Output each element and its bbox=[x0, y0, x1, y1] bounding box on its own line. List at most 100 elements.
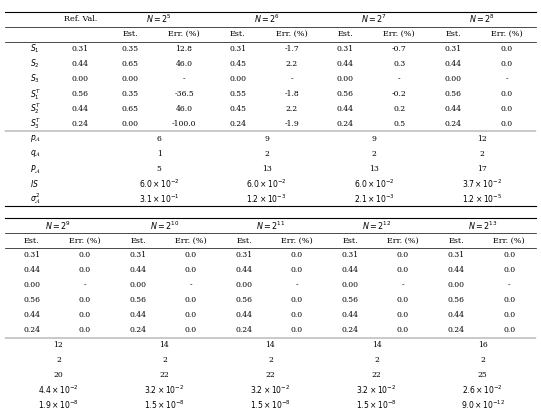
Text: 0.00: 0.00 bbox=[129, 281, 147, 290]
Text: $N = 2^5$: $N = 2^5$ bbox=[146, 13, 172, 25]
Text: 2: 2 bbox=[268, 356, 273, 364]
Text: 12.8: 12.8 bbox=[176, 45, 193, 53]
Text: $N = 2^{11}$: $N = 2^{11}$ bbox=[256, 219, 285, 232]
Text: 0.00: 0.00 bbox=[72, 75, 89, 83]
Text: $3.1 \times 10^{-1}$: $3.1 \times 10^{-1}$ bbox=[139, 193, 180, 205]
Text: 0.56: 0.56 bbox=[72, 90, 89, 98]
Text: -1.7: -1.7 bbox=[284, 45, 299, 53]
Text: 0.0: 0.0 bbox=[185, 311, 197, 319]
Text: 0.0: 0.0 bbox=[79, 266, 91, 274]
Text: 12: 12 bbox=[477, 135, 487, 143]
Text: $1.9 \times 10^{-8}$: $1.9 \times 10^{-8}$ bbox=[38, 399, 79, 409]
Text: 0.56: 0.56 bbox=[129, 297, 147, 304]
Text: 22: 22 bbox=[266, 371, 275, 379]
Text: 0.44: 0.44 bbox=[445, 60, 461, 68]
Text: 17: 17 bbox=[477, 165, 487, 173]
Text: $N = 2^{10}$: $N = 2^{10}$ bbox=[150, 219, 179, 232]
Text: 2: 2 bbox=[374, 356, 379, 364]
Text: 0.0: 0.0 bbox=[503, 297, 515, 304]
Text: -: - bbox=[398, 75, 400, 83]
Text: 46.0: 46.0 bbox=[176, 105, 193, 113]
Text: 0.0: 0.0 bbox=[291, 326, 303, 334]
Text: 0.0: 0.0 bbox=[79, 252, 91, 259]
Text: 0.31: 0.31 bbox=[229, 45, 246, 53]
Text: 0.44: 0.44 bbox=[129, 311, 147, 319]
Text: Est.: Est. bbox=[24, 236, 39, 245]
Text: 2: 2 bbox=[56, 356, 61, 364]
Text: 0.2: 0.2 bbox=[393, 105, 405, 113]
Text: 0.24: 0.24 bbox=[445, 120, 461, 128]
Text: 0.5: 0.5 bbox=[393, 120, 405, 128]
Text: 0.0: 0.0 bbox=[291, 297, 303, 304]
Text: 13: 13 bbox=[262, 165, 272, 173]
Text: 0.0: 0.0 bbox=[397, 252, 409, 259]
Text: Est.: Est. bbox=[230, 30, 246, 38]
Text: 0.44: 0.44 bbox=[235, 266, 253, 274]
Text: $9.0 \times 10^{-12}$: $9.0 \times 10^{-12}$ bbox=[460, 399, 505, 409]
Text: $1.2 \times 10^{-5}$: $1.2 \times 10^{-5}$ bbox=[461, 193, 502, 205]
Text: -: - bbox=[508, 281, 510, 290]
Text: 2: 2 bbox=[162, 356, 167, 364]
Text: $N = 2^8$: $N = 2^8$ bbox=[469, 13, 495, 25]
Text: 20: 20 bbox=[54, 371, 63, 379]
Text: $N = 2^{13}$: $N = 2^{13}$ bbox=[468, 219, 497, 232]
Text: 0.56: 0.56 bbox=[341, 297, 359, 304]
Text: Err. (%): Err. (%) bbox=[168, 30, 200, 38]
Text: $6.0 \times 10^{-2}$: $6.0 \times 10^{-2}$ bbox=[246, 178, 287, 190]
Text: 0.31: 0.31 bbox=[72, 45, 89, 53]
Text: -0.2: -0.2 bbox=[392, 90, 407, 98]
Text: 16: 16 bbox=[478, 341, 487, 349]
Text: 0.56: 0.56 bbox=[445, 90, 461, 98]
Text: 0.44: 0.44 bbox=[341, 266, 359, 274]
Text: 12: 12 bbox=[54, 341, 63, 349]
Text: 0.3: 0.3 bbox=[393, 60, 405, 68]
Text: 0.31: 0.31 bbox=[337, 45, 354, 53]
Text: 0.0: 0.0 bbox=[291, 311, 303, 319]
Text: 9: 9 bbox=[264, 135, 269, 143]
Text: 46.0: 46.0 bbox=[176, 60, 193, 68]
Text: Est.: Est. bbox=[130, 236, 146, 245]
Text: 0.24: 0.24 bbox=[235, 326, 253, 334]
Text: 0.0: 0.0 bbox=[501, 120, 513, 128]
Text: 2: 2 bbox=[480, 356, 485, 364]
Text: -: - bbox=[291, 75, 293, 83]
Text: -: - bbox=[402, 281, 404, 290]
Text: 25: 25 bbox=[478, 371, 487, 379]
Text: -: - bbox=[183, 75, 186, 83]
Text: 0.0: 0.0 bbox=[79, 326, 91, 334]
Text: $3.2 \times 10^{-2}$: $3.2 \times 10^{-2}$ bbox=[357, 384, 397, 396]
Text: 0.0: 0.0 bbox=[291, 266, 303, 274]
Text: 0.24: 0.24 bbox=[72, 120, 89, 128]
Text: 0.44: 0.44 bbox=[447, 311, 465, 319]
Text: 0.24: 0.24 bbox=[129, 326, 147, 334]
Text: 0.00: 0.00 bbox=[447, 281, 465, 290]
Text: 0.56: 0.56 bbox=[447, 297, 465, 304]
Text: 1: 1 bbox=[157, 150, 162, 158]
Text: 2: 2 bbox=[372, 150, 377, 158]
Text: 0.44: 0.44 bbox=[23, 311, 41, 319]
Text: 0.44: 0.44 bbox=[72, 105, 89, 113]
Text: Est.: Est. bbox=[342, 236, 358, 245]
Text: -: - bbox=[84, 281, 86, 290]
Text: 0.0: 0.0 bbox=[501, 45, 513, 53]
Text: Ref. Val.: Ref. Val. bbox=[64, 15, 97, 23]
Text: $q_\mathcal{A}$: $q_\mathcal{A}$ bbox=[30, 148, 42, 160]
Text: 0.0: 0.0 bbox=[185, 266, 197, 274]
Text: 0.0: 0.0 bbox=[397, 326, 409, 334]
Text: Est.: Est. bbox=[448, 236, 464, 245]
Text: 0.31: 0.31 bbox=[235, 252, 253, 259]
Text: 0.56: 0.56 bbox=[337, 90, 354, 98]
Text: 0.44: 0.44 bbox=[23, 266, 41, 274]
Text: Err. (%): Err. (%) bbox=[281, 236, 313, 245]
Text: Err. (%): Err. (%) bbox=[276, 30, 307, 38]
Text: 14: 14 bbox=[160, 341, 169, 349]
Text: 2.2: 2.2 bbox=[286, 105, 298, 113]
Text: 14: 14 bbox=[266, 341, 275, 349]
Text: 0.65: 0.65 bbox=[122, 60, 139, 68]
Text: $N = 2^9$: $N = 2^9$ bbox=[45, 219, 71, 232]
Text: $2.1 \times 10^{-3}$: $2.1 \times 10^{-3}$ bbox=[354, 193, 394, 205]
Text: 0.0: 0.0 bbox=[397, 311, 409, 319]
Text: 0.31: 0.31 bbox=[444, 45, 461, 53]
Text: 6: 6 bbox=[157, 135, 162, 143]
Text: $S_3^T$: $S_3^T$ bbox=[30, 117, 42, 131]
